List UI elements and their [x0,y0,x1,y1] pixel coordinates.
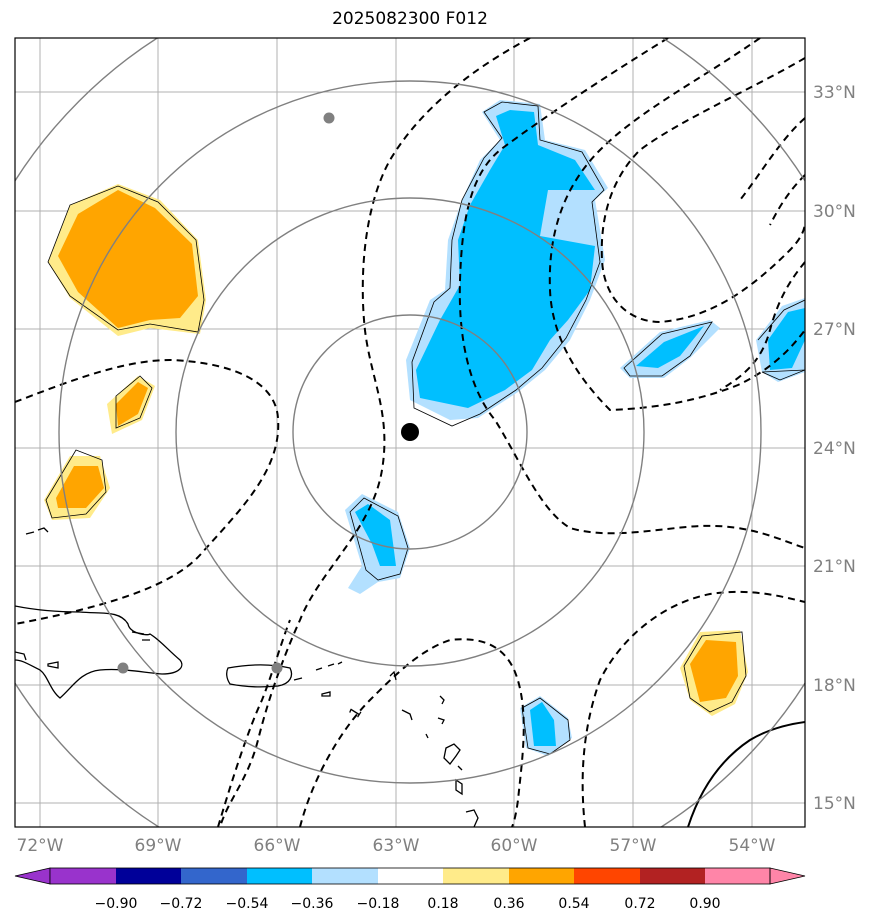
solid-contour [687,721,805,827]
coastline-islet-o [465,809,479,827]
positive-region-small-a-core [116,382,148,426]
colorbar-frame [49,867,771,885]
colorbar-tick-label: 0.54 [558,896,589,912]
ring-marker-southwest-b [271,662,283,674]
coastline-hispaniola [15,605,183,699]
colorbar-segment [640,868,705,884]
anomaly-outlines [45,101,805,755]
positive-region-southeast-core [690,640,738,702]
range-ring-1 [292,314,528,550]
coastline-islet-h [401,709,413,721]
range-ring-3 [58,80,762,784]
colorbar: −0.90 −0.72 −0.54 −0.36 −0.18 0.18 0.36 … [14,867,806,912]
positive-anomaly-shading [44,184,748,716]
colorbar-segment [509,868,574,884]
colorbar-tick-label: 0.18 [427,896,458,912]
lat-label: 15°N [813,794,856,814]
contour-label: 1 [345,704,365,722]
colorbar-segment [116,868,181,884]
coastline-islet-d [293,677,303,681]
lat-label: 30°N [813,202,856,222]
colorbar-segment [574,868,640,884]
negative-anomaly-shading [345,100,805,756]
lon-label: 63°W [373,836,420,856]
lat-label: 21°N [813,557,856,577]
graticule [15,38,805,827]
coastline-islet-p [131,631,150,641]
coastline-islet-k [425,733,429,739]
dashed-contours [15,38,805,827]
colorbar-extend-low [14,867,51,885]
positive-region-northwest-core [58,190,198,328]
lon-label: 69°W [135,836,182,856]
colorbar-segment [181,868,247,884]
colorbar-segment [443,868,509,884]
coastline-islet-a [25,527,49,535]
colorbar-tick-label: 0.36 [493,896,524,912]
negative-region-center-south-core [355,504,396,566]
colorbar-tick-label: 0.72 [624,896,655,912]
colorbar-segment [705,868,770,884]
ring-marker-southwest-a [117,662,129,674]
coastline-islet-l [443,743,461,765]
negative-region-far-east-core [768,308,805,370]
colorbar-segment [50,868,116,884]
coastline-islet-c [15,651,27,661]
colorbar-segment [378,868,443,884]
coastline-islet-b [47,661,59,669]
lat-label: 27°N [813,320,856,340]
negative-region-main-core [416,110,595,408]
colorbar-tick-label: −0.54 [226,896,269,912]
coastline-islet-n [455,778,463,796]
lat-label: 18°N [813,676,856,696]
colorbar-segment [312,868,378,884]
coastline-islet-i [439,695,445,705]
colorbar-extend-high [769,867,806,885]
lon-label: 60°W [491,836,538,856]
map-frame [14,37,806,828]
lat-label: 24°N [813,439,856,459]
colorbar-tick-label: −0.90 [95,896,138,912]
ring-marker-north [323,112,335,124]
range-ring-2 [175,197,645,667]
coastline-islet-f [321,691,331,697]
storm-center-marker [401,423,419,441]
map-plot-area: 1 [15,38,805,827]
colorbar-tick-label: 0.90 [689,896,720,912]
range-ring-4 [15,38,805,827]
longitude-labels: 72°W 69°W 66°W 63°W 60°W 57°W 54°W [17,836,776,856]
lat-label: 33°N [813,83,856,103]
latitude-labels: 33°N 30°N 27°N 24°N 21°N 18°N 15°N [813,83,856,814]
coastline-islet-g [389,670,397,681]
colorbar-tick-label: −0.18 [357,896,400,912]
colorbar-segment [247,868,312,884]
lon-label: 54°W [729,836,776,856]
coastline-islet-m [457,765,463,771]
negative-region-south-small-core [530,702,556,746]
negative-region-east-small-core [636,326,704,368]
coastlines [15,527,479,827]
positive-region-small-b-core [56,466,104,508]
lon-label: 66°W [254,836,301,856]
coastline-islet-j [437,717,445,725]
colorbar-tick-label: −0.72 [160,896,203,912]
lon-label: 72°W [17,836,64,856]
range-rings [15,38,805,827]
colorbar-tick-label: −0.36 [291,896,334,912]
map-title: 2025082300 F012 [332,9,488,29]
lon-label: 57°W [610,836,657,856]
coastline-islet-e [315,661,343,671]
